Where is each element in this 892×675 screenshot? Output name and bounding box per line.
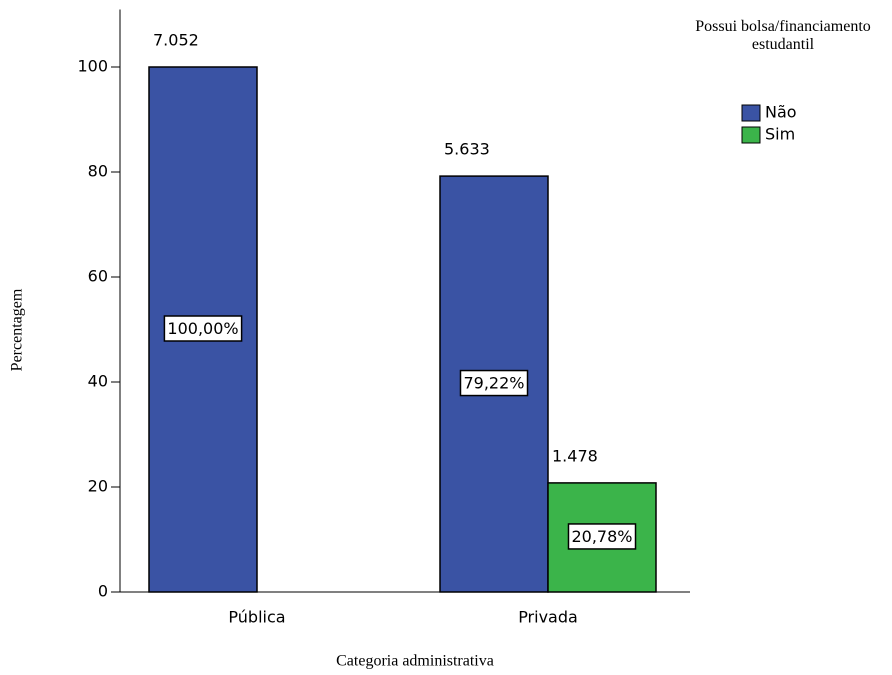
legend-swatch [741,126,761,144]
value-label: 79,22% [463,374,524,393]
y-tick-label: 40 [88,372,108,391]
legend-label: Sim [765,125,795,144]
x-tick-label: Pública [228,608,285,627]
y-tick-label: 60 [88,267,108,286]
value-label: 20,78% [571,527,632,546]
legend-title: Possui bolsa/financiamento estudantil [695,18,871,53]
legend-swatch [741,104,761,122]
value-label-box [567,523,637,550]
count-label: 7.052 [153,31,199,50]
count-label: 1.478 [552,446,598,465]
value-label: 100,00% [167,319,238,338]
legend-title-box: Possui bolsa/financiamento estudantil [695,18,871,53]
x-axis-label: Categoria administrativa [336,653,494,670]
value-label-box [459,369,529,397]
y-tick-label: 0 [98,582,108,601]
y-tick-label: 100 [77,57,108,76]
y-tick-label: 20 [88,477,108,496]
x-tick-label: Privada [518,608,578,627]
count-label: 5.633 [444,140,490,159]
y-tick-label: 80 [88,162,108,181]
value-label-box [163,315,243,342]
legend-label: Não [765,103,797,122]
y-axis-label: Percentagem [9,288,26,371]
